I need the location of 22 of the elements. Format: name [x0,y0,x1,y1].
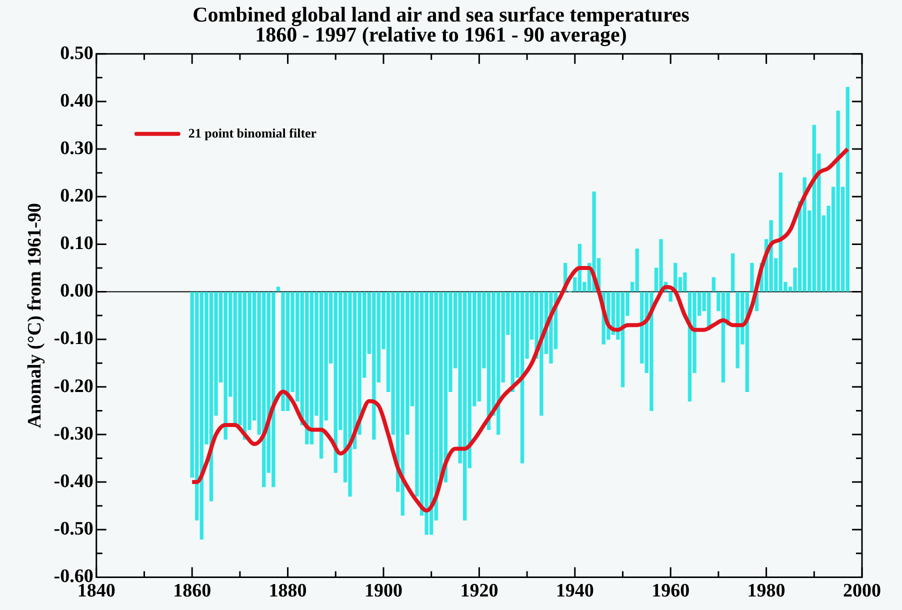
y-tick-label: -0.40 [54,470,94,492]
legend-label: 21 point binomial filter [188,125,317,140]
x-tick-label: 1860 [173,580,212,602]
y-tick-label: -0.10 [54,328,94,350]
y-axis-title: Anomaly (°C) from 1961-90 [24,202,46,428]
x-tick-label: 1880 [268,580,307,602]
x-tick-label: 1980 [747,580,786,602]
y-tick-label: 0.10 [60,233,94,254]
x-tick-label: 2000 [843,580,881,602]
y-tick-label: 0.20 [60,186,94,207]
x-tick-label: 1960 [652,580,690,602]
y-tick-label: -0.50 [54,518,94,540]
y-tick-label: 0.50 [60,42,94,64]
x-tick-label: 1920 [460,580,498,602]
y-tick-label: -0.30 [54,423,94,444]
y-tick-label: 0.00 [60,280,94,302]
y-tick-label: -0.20 [54,376,94,397]
y-tick-label: 0.30 [60,138,94,159]
x-tick-label: 1900 [364,580,402,602]
y-tick-label: 0.40 [60,90,94,112]
x-tick-label: 1940 [556,580,594,602]
chart-title: Combined global land air and sea surface temperatures 1860 - 1997 (relative to 1961 - 90 average) [192,2,690,46]
